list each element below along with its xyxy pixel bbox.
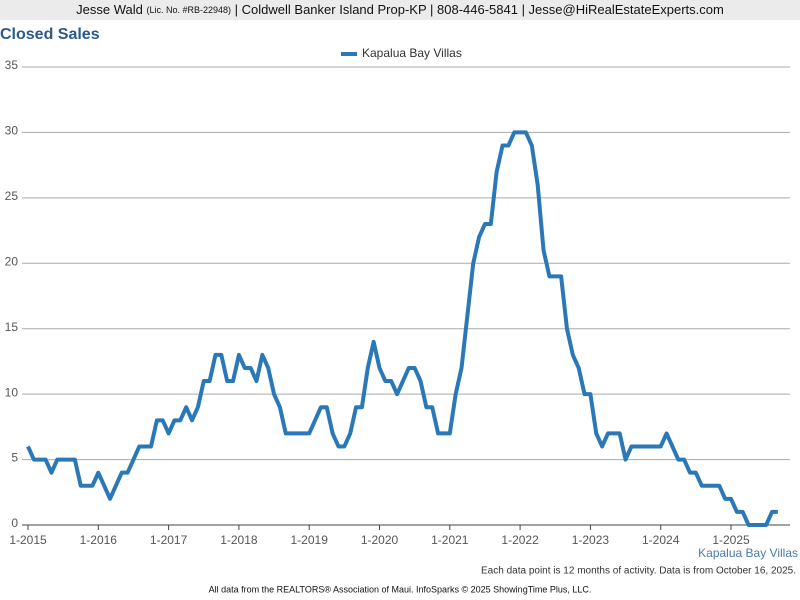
series-label: Kapalua Bay Villas — [698, 546, 798, 560]
header-name: Jesse Wald — [76, 2, 143, 17]
chart-title: Closed Sales — [0, 26, 100, 43]
data-line — [26, 130, 778, 527]
note: Each data point is 12 months of activity… — [481, 566, 796, 577]
x-tick-label: 1-2019 — [291, 533, 329, 547]
header-bar — [0, 0, 800, 20]
x-tick-label: 1-2025 — [712, 533, 750, 547]
x-tick-label: 1-2021 — [431, 533, 469, 547]
y-tick-label: 20 — [5, 254, 19, 268]
y-tick-label: 25 — [5, 189, 19, 203]
x-tick-label: 1-2020 — [361, 533, 399, 547]
header: Jesse Wald (Lic. No. #RB-22948) | Coldwe… — [76, 2, 724, 17]
y-tick-label: 0 — [11, 516, 18, 530]
x-tick-label: 1-2023 — [572, 533, 610, 547]
x-tick-label: 1-2016 — [80, 533, 118, 547]
x-tick-label: 1-2015 — [9, 533, 47, 547]
y-tick-label: 15 — [5, 320, 19, 334]
x-tick-label: 1-2018 — [220, 533, 258, 547]
y-tick-label: 35 — [5, 58, 19, 72]
header-rest: | Coldwell Banker Island Prop-KP | 808-4… — [235, 2, 724, 17]
x-tick-label: 1-2022 — [501, 533, 539, 547]
header-license: (Lic. No. #RB-22948) — [147, 5, 232, 15]
x-tick-label: 1-2017 — [150, 533, 188, 547]
x-tick-label: 1-2024 — [642, 533, 680, 547]
y-tick-label: 10 — [5, 385, 19, 399]
footer: All data from the REALTORS® Association … — [209, 584, 592, 594]
legend-label: Kapalua Bay Villas — [362, 46, 462, 60]
y-tick-label: 5 — [11, 451, 18, 465]
y-tick-label: 30 — [5, 124, 19, 138]
